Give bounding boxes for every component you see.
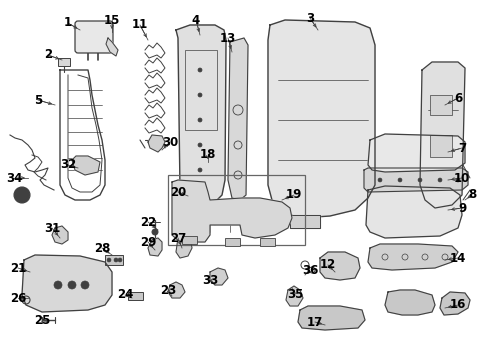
Bar (260, 238, 275, 246)
Bar (128, 292, 143, 300)
Text: 18: 18 (200, 148, 216, 162)
Text: 31: 31 (44, 221, 60, 234)
Text: 6: 6 (454, 91, 462, 104)
Circle shape (152, 229, 158, 235)
Circle shape (198, 68, 202, 72)
Text: 35: 35 (287, 288, 303, 302)
Polygon shape (364, 168, 468, 192)
Text: 16: 16 (450, 298, 466, 311)
Bar (430, 135, 452, 157)
Circle shape (81, 281, 89, 289)
Text: 36: 36 (302, 264, 318, 276)
Circle shape (114, 258, 118, 262)
Text: 3: 3 (306, 12, 314, 24)
Text: 24: 24 (117, 288, 133, 302)
Text: 19: 19 (286, 189, 302, 202)
Text: 5: 5 (34, 94, 42, 107)
Bar (105, 255, 123, 265)
Text: 1: 1 (64, 17, 72, 30)
Polygon shape (298, 306, 365, 330)
Polygon shape (72, 156, 100, 175)
Circle shape (198, 118, 202, 122)
Text: 22: 22 (140, 216, 156, 229)
Text: 20: 20 (170, 185, 186, 198)
Text: 12: 12 (320, 258, 336, 271)
Polygon shape (320, 252, 360, 280)
Polygon shape (210, 268, 228, 285)
Text: 21: 21 (10, 261, 26, 274)
Polygon shape (52, 226, 68, 244)
Circle shape (14, 187, 30, 203)
Polygon shape (286, 286, 303, 306)
Circle shape (107, 258, 111, 262)
Text: 14: 14 (450, 252, 466, 265)
Text: 4: 4 (192, 13, 200, 27)
Text: 7: 7 (458, 141, 466, 154)
Polygon shape (290, 215, 320, 228)
Polygon shape (385, 290, 435, 315)
Text: 34: 34 (6, 171, 22, 184)
Circle shape (54, 281, 62, 289)
Circle shape (378, 178, 382, 182)
Text: 33: 33 (202, 274, 218, 287)
Bar (182, 236, 197, 244)
Text: 25: 25 (34, 314, 50, 327)
Text: 28: 28 (94, 242, 110, 255)
Text: 15: 15 (104, 13, 120, 27)
Polygon shape (148, 238, 162, 256)
Text: 2: 2 (44, 49, 52, 62)
Text: 30: 30 (162, 135, 178, 148)
Text: 9: 9 (458, 202, 466, 215)
FancyBboxPatch shape (75, 21, 113, 53)
Circle shape (198, 93, 202, 97)
Circle shape (118, 258, 122, 262)
Polygon shape (368, 134, 465, 172)
Polygon shape (172, 180, 292, 242)
Text: 23: 23 (160, 284, 176, 297)
Polygon shape (176, 25, 226, 205)
Text: 29: 29 (140, 235, 156, 248)
Text: 26: 26 (10, 292, 26, 305)
Text: 11: 11 (132, 18, 148, 31)
Polygon shape (168, 282, 185, 298)
Bar (430, 95, 452, 115)
Circle shape (418, 178, 422, 182)
Bar (58, 58, 70, 66)
Polygon shape (22, 255, 112, 312)
Circle shape (198, 168, 202, 172)
Circle shape (198, 143, 202, 147)
Polygon shape (106, 38, 118, 56)
Circle shape (398, 178, 402, 182)
Circle shape (456, 178, 460, 182)
Text: 17: 17 (307, 315, 323, 328)
Polygon shape (268, 20, 375, 218)
Circle shape (438, 178, 442, 182)
Text: 13: 13 (220, 31, 236, 45)
Text: 8: 8 (468, 189, 476, 202)
Text: 27: 27 (170, 231, 186, 244)
Bar (168, 175, 305, 245)
Polygon shape (368, 244, 458, 270)
Polygon shape (440, 292, 470, 315)
Bar (225, 238, 240, 246)
Circle shape (68, 281, 76, 289)
Text: 10: 10 (454, 171, 470, 184)
Text: 32: 32 (60, 158, 76, 171)
Polygon shape (176, 234, 192, 258)
Polygon shape (148, 135, 165, 152)
Polygon shape (366, 186, 462, 238)
Bar (185, 50, 217, 130)
Polygon shape (420, 62, 465, 208)
Polygon shape (228, 38, 248, 200)
